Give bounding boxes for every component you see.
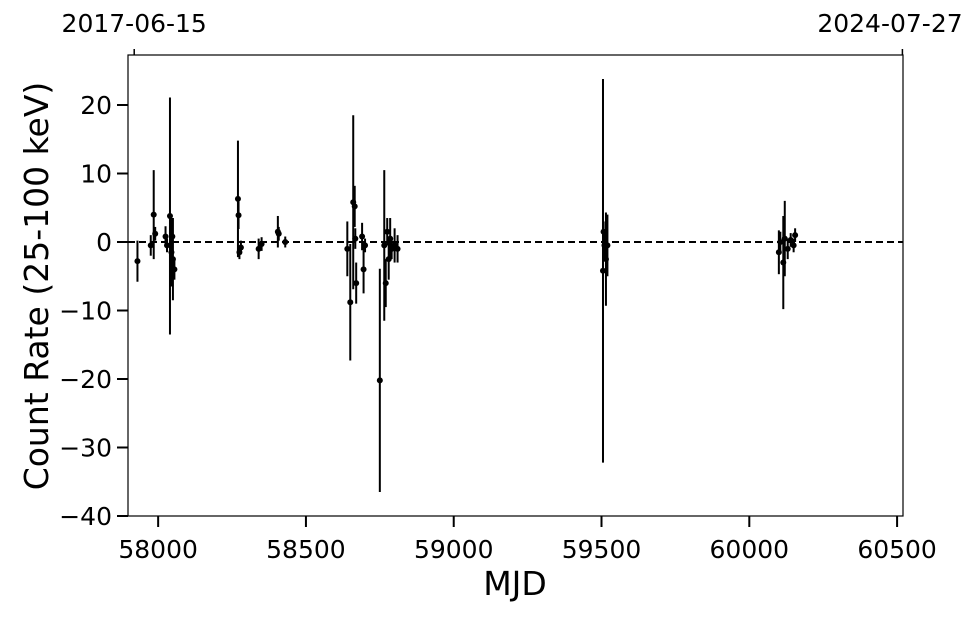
data-point [359,233,366,240]
data-point [162,233,169,240]
data-point [147,242,154,249]
data-point [394,245,401,252]
data-point [384,228,391,235]
data-point [152,230,159,237]
y-tick-label: −30 [59,434,112,463]
data-point [599,267,606,274]
x-tick-label: 59000 [414,535,494,564]
data-point [164,242,171,249]
data-point [790,242,797,249]
data-point [382,280,389,287]
data-point [282,239,289,246]
data-point [166,212,173,219]
top-tick-label: 2024-07-27 [817,9,962,38]
data-point [792,232,799,239]
data-point [171,266,178,273]
data-point [351,203,358,210]
data-point [777,239,784,246]
data-point [352,235,359,242]
data-point [134,258,141,265]
data-point [150,211,157,218]
data-point [275,230,282,237]
data-point [604,242,611,249]
x-axis-label: MJD [483,564,547,603]
x-tick-label: 58000 [118,535,198,564]
plot-frame [127,54,904,517]
data-point [234,195,241,202]
data-point [344,245,351,252]
data-point [360,266,367,273]
data-point [235,212,242,219]
top-tick-label: 2017-06-15 [62,9,207,38]
data-point [784,245,791,252]
data-point [376,377,383,384]
y-tick-label: −40 [59,502,112,531]
y-tick-label: 20 [80,91,112,120]
x-tick-label: 60500 [857,535,937,564]
data-point [781,235,788,242]
data-point [237,244,244,251]
y-tick-label: 0 [96,228,112,257]
x-tick-label: 60000 [710,535,790,564]
data-point [362,242,369,249]
x-tick-label: 58500 [266,535,346,564]
y-tick-label: −20 [59,365,112,394]
data-point [347,299,354,306]
data-point [381,242,388,249]
data-point [787,236,794,243]
y-axis-label: Count Rate (25-100 keV) [17,82,56,491]
data-point [258,241,265,248]
x-tick-label: 59500 [562,535,642,564]
y-tick-label: 10 [80,160,112,189]
data-point [255,245,262,252]
y-tick-label: −10 [59,297,112,326]
data-point [353,280,360,287]
